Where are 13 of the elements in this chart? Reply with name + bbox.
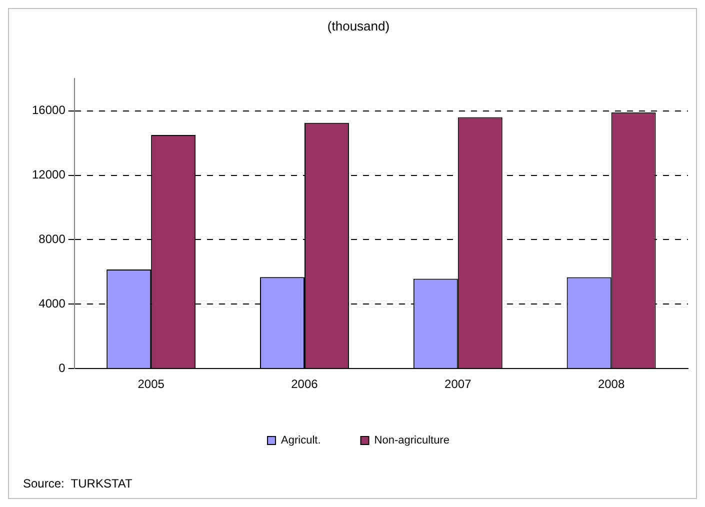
y-tick-label: 12000 [32,168,66,182]
source-note: Source: TURKSTAT [23,476,134,490]
chart-title: (thousand) [327,18,390,34]
y-tick-label: 16000 [32,103,66,118]
x-tick-label: 2007 [444,377,472,392]
x-tick-label: 2008 [598,377,625,392]
legend-label: Agricult. [281,434,321,447]
x-tick-label: 2006 [291,377,318,392]
y-tick-label: 4000 [38,296,66,310]
legend-label: Non-agriculture [374,434,450,447]
x-tick-label: 2005 [138,377,165,392]
y-tick-label: 0 [58,360,66,375]
y-tick-label: 8000 [38,232,66,246]
